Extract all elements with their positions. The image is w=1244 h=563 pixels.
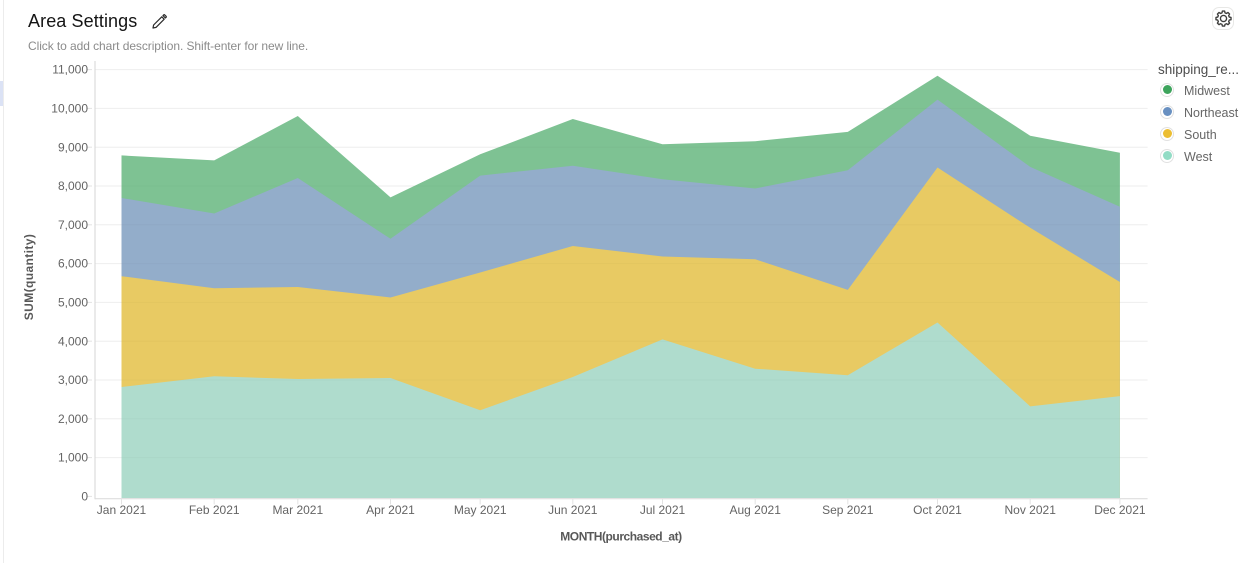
svg-text:9,000: 9,000 xyxy=(58,140,88,154)
svg-text:1,000: 1,000 xyxy=(58,451,88,465)
svg-text:Jun 2021: Jun 2021 xyxy=(548,503,598,517)
svg-text:10,000: 10,000 xyxy=(51,102,88,116)
svg-text:Dec 2021: Dec 2021 xyxy=(1094,503,1146,517)
svg-text:Feb 2021: Feb 2021 xyxy=(189,503,240,517)
svg-text:Apr 2021: Apr 2021 xyxy=(366,503,415,517)
svg-text:Nov 2021: Nov 2021 xyxy=(1005,503,1057,517)
svg-text:Aug 2021: Aug 2021 xyxy=(730,503,782,517)
svg-text:MONTH(purchased_at): MONTH(purchased_at) xyxy=(560,530,682,544)
svg-text:7,000: 7,000 xyxy=(58,218,88,232)
svg-text:Jul 2021: Jul 2021 xyxy=(640,503,686,517)
svg-text:0: 0 xyxy=(81,490,88,504)
svg-text:4,000: 4,000 xyxy=(58,334,88,348)
svg-text:Oct 2021: Oct 2021 xyxy=(913,503,962,517)
svg-text:Jan 2021: Jan 2021 xyxy=(97,503,147,517)
svg-text:11,000: 11,000 xyxy=(52,63,88,77)
svg-text:Sep 2021: Sep 2021 xyxy=(822,503,874,517)
svg-text:May 2021: May 2021 xyxy=(454,503,507,517)
svg-text:3,000: 3,000 xyxy=(58,373,88,387)
svg-text:Mar 2021: Mar 2021 xyxy=(272,503,323,517)
svg-text:SUM(quantity): SUM(quantity) xyxy=(22,234,36,321)
svg-text:2,000: 2,000 xyxy=(58,412,88,426)
svg-text:5,000: 5,000 xyxy=(58,296,88,310)
svg-text:6,000: 6,000 xyxy=(58,257,88,271)
svg-text:8,000: 8,000 xyxy=(58,179,88,193)
